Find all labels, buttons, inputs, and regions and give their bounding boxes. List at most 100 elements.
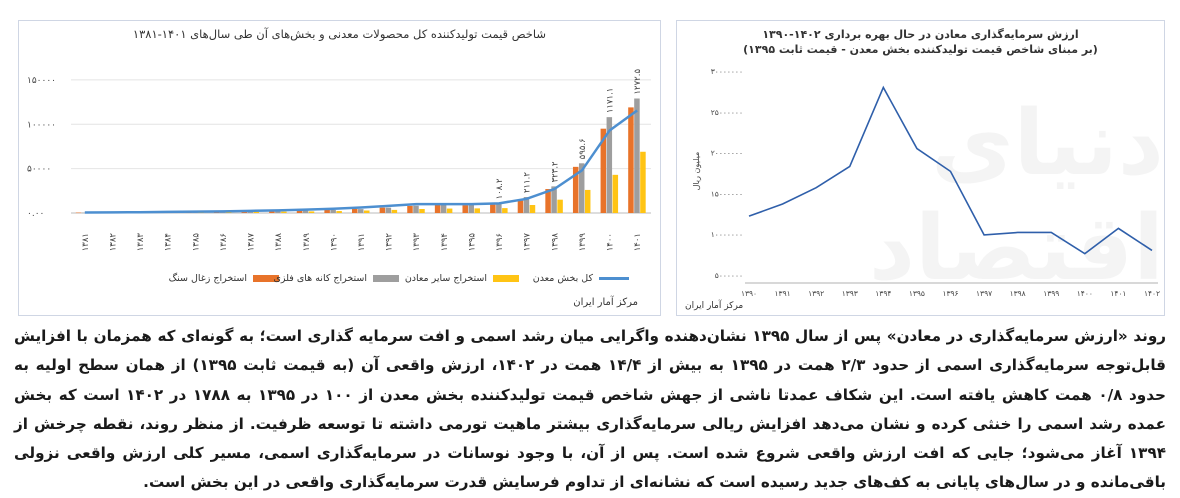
bar [302,210,309,213]
bar [572,166,579,213]
x-tick-label: ۱۳۸۲ [108,233,118,252]
x-tick-label: ۱۳۹۶ [495,233,505,251]
bar [440,204,447,213]
legend-swatch-metal [373,275,399,282]
bar [517,200,524,213]
right-chart-subtitle: (بر مبنای شاخص قیمت تولیدکننده بخش معدن … [743,43,1098,56]
bar [545,189,551,213]
legend-swatch-total [599,277,629,280]
x-tick-label: ۱۳۹۶ [942,289,958,298]
x-tick-label: ۱۴۰۱ [633,233,643,251]
y-tick-label: ۵۰۰۰۰ [27,165,51,175]
x-tick-label: ۱۳۸۶ [219,233,229,251]
y-tick-label: ۲۰۰۰۰۰۰۰ [711,149,743,158]
x-tick-label: ۱۳۹۲ [808,289,824,298]
bar [379,207,386,213]
ppi-chart-panel: شاخص قیمت تولیدکننده کل محصولات معدنی و … [18,20,661,316]
right-chart-title-block: ارزش سرمایه‌گذاری معادن در حال بهره بردا… [677,27,1164,57]
x-tick-label: ۱۳۹۰ [329,233,339,251]
bar [612,174,619,213]
x-tick-label: ۱۴۰۱ [1110,289,1126,298]
bar [324,209,330,213]
right-chart-title: ارزش سرمایه‌گذاری معادن در حال بهره بردا… [762,28,1079,41]
left-chart-legend: استخراج زغال سنگ استخراج کانه های فلزی ا… [79,273,639,291]
x-tick-label: ۱۳۹۳ [842,289,858,298]
bar [308,211,315,213]
bar [634,98,640,213]
bar [391,209,398,213]
x-tick-label: ۱۴۰۰ [1077,289,1093,298]
bar [407,205,413,213]
data-label: ۱۱۷۱.۱ [606,88,616,114]
article-paragraph: روند «ارزش سرمایه‌گذاری در معادن» پس از … [14,327,1167,492]
bar [502,208,508,213]
x-tick-label: ۱۳۹۰ [741,289,757,298]
legend-item-other: استخراج سایر معادن [405,273,519,284]
bar [578,163,585,213]
bar [557,199,563,213]
x-tick-label: ۱۳۹۵ [909,289,925,298]
bar [253,211,260,213]
legend-swatch-coal [253,275,279,282]
total-series-line [84,109,638,214]
bar [225,212,232,213]
data-label: ۳۲۳.۲ [550,161,560,182]
bar [490,204,496,213]
bar [474,208,480,213]
data-label: ۱۲۷۲.۵ [633,69,643,95]
x-tick-label: ۱۳۹۱ [357,233,367,251]
x-tick-label: ۱۳۸۵ [191,233,201,252]
x-tick-label: ۱۴۰۲ [1144,289,1160,298]
bar [296,210,303,213]
legend-swatch-other [493,275,519,282]
legend-label-coal: استخراج زغال سنگ [168,273,247,284]
x-tick-label: ۱۳۹۳ [412,233,422,252]
y-tick-label: ۳۰۰۰۰۰۰۰ [711,67,743,76]
legend-label-metal: استخراج کانه های فلزی [273,273,367,284]
bar [413,205,419,213]
y-tick-label: ۱۵۰۰۰۰۰۰ [711,189,743,198]
bar [640,151,646,213]
x-tick-label: ۱۴۰۰ [606,233,616,251]
x-tick-label: ۱۳۹۴ [440,233,450,251]
data-label: ۵۹۵.۶ [578,138,588,159]
bar [584,189,591,213]
x-tick-label: ۱۳۸۳ [136,233,146,252]
x-tick-label: ۱۳۹۵ [467,233,477,252]
bar [419,209,425,213]
bar [606,117,613,213]
legend-item-total: کل بخش معدن [533,273,629,284]
bar [628,107,634,213]
x-tick-label: ۱۳۹۷ [976,289,992,298]
bar [496,203,502,213]
bar [434,205,441,213]
bar [358,209,364,213]
bar [275,211,281,213]
y-tick-label: ۱۰۰۰۰۰ [27,120,56,130]
bar [462,205,468,213]
x-tick-label: ۱۳۹۸ [1010,289,1026,298]
y-tick-label: ۰.۰۰ [27,209,44,219]
bar [446,208,453,213]
bar [336,211,342,213]
bar [75,212,82,214]
investment-line-chart: ۵۰۰۰۰۰۰ ۱۰۰۰۰۰۰۰ ۱۵۰۰۰۰۰۰ ۲۰۰۰۰۰۰۰ ۲۵۰۰۰۰۰۰ ۳… [692,67,1160,298]
bar [247,211,254,213]
bar [81,212,88,214]
x-tick-label: ۱۳۸۸ [274,233,284,252]
x-tick-label: ۱۳۹۸ [550,233,560,252]
bar [330,209,336,213]
bar [281,211,287,213]
bar [600,128,607,213]
x-tick-label: ۱۳۸۷ [247,233,257,252]
y-tick-label: ۱۰۰۰۰۰۰۰ [711,230,743,239]
x-tick-label: ۱۳۸۹ [302,233,312,252]
legend-item-metal: استخراج کانه های فلزی [273,273,399,284]
bar [352,209,358,213]
data-label: ۲۱۱.۲ [523,172,533,193]
x-tick-label: ۱۳۹۹ [578,233,588,252]
legend-label-other: استخراج سایر معادن [404,273,487,284]
x-tick-label: ۱۳۹۲ [385,233,395,252]
legend-label-total: کل بخش معدن [532,273,593,284]
investment-series-line [748,85,1153,255]
